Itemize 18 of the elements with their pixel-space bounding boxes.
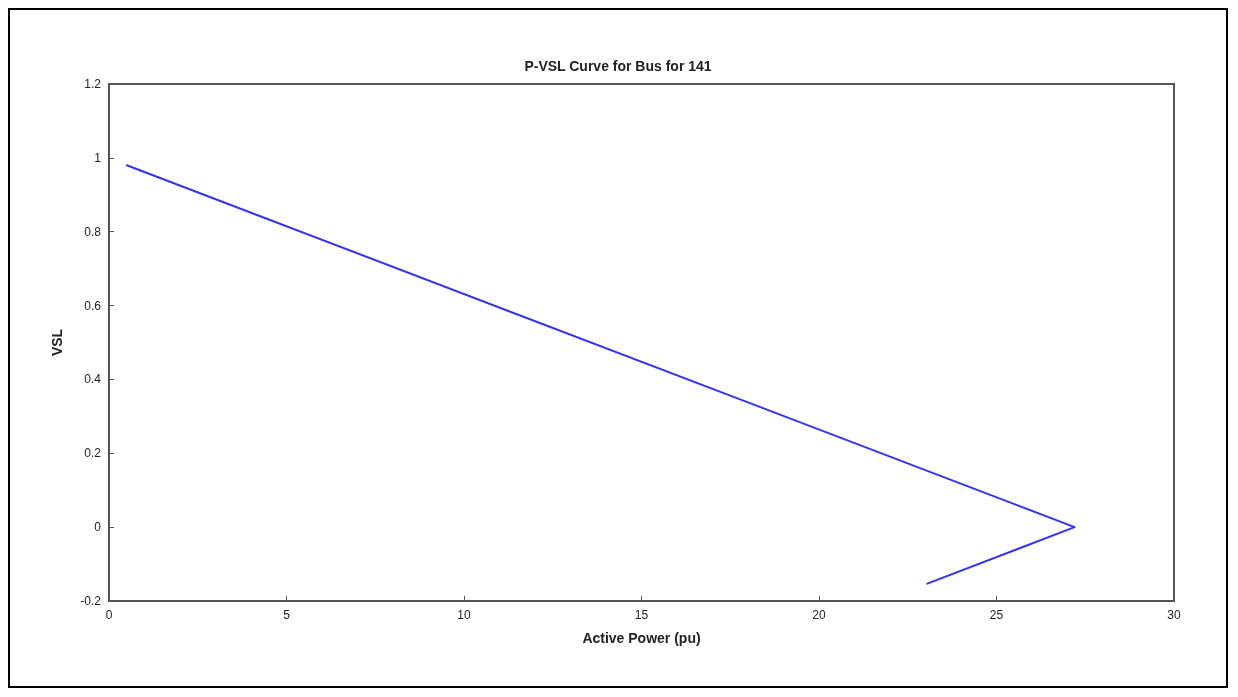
chart-title: P-VSL Curve for Bus for 141 — [524, 58, 712, 74]
x-tick-label: 5 — [283, 608, 291, 622]
y-tick-label: -0.2 — [80, 594, 102, 608]
x-axis-title: Active Power (pu) — [582, 630, 701, 646]
x-tick-label: 20 — [812, 608, 826, 622]
y-tick-label: 1 — [94, 150, 102, 165]
y-tick-label: 0.4 — [84, 372, 102, 387]
x-tick-label: 10 — [457, 608, 471, 622]
y-axis-title: VSL — [49, 328, 65, 357]
y-tick-label: 1.2 — [84, 77, 102, 91]
y-tick-label: 0.8 — [84, 224, 102, 239]
y-tick-label: 0.6 — [84, 298, 102, 313]
x-tick-label: 25 — [989, 608, 1004, 622]
x-tick-label: 0 — [105, 608, 113, 622]
x-tick-label: 15 — [634, 608, 649, 622]
y-tick-label: 0.2 — [84, 446, 102, 461]
x-tick-label: 30 — [1167, 608, 1181, 622]
y-tick-label: 0 — [94, 520, 102, 535]
